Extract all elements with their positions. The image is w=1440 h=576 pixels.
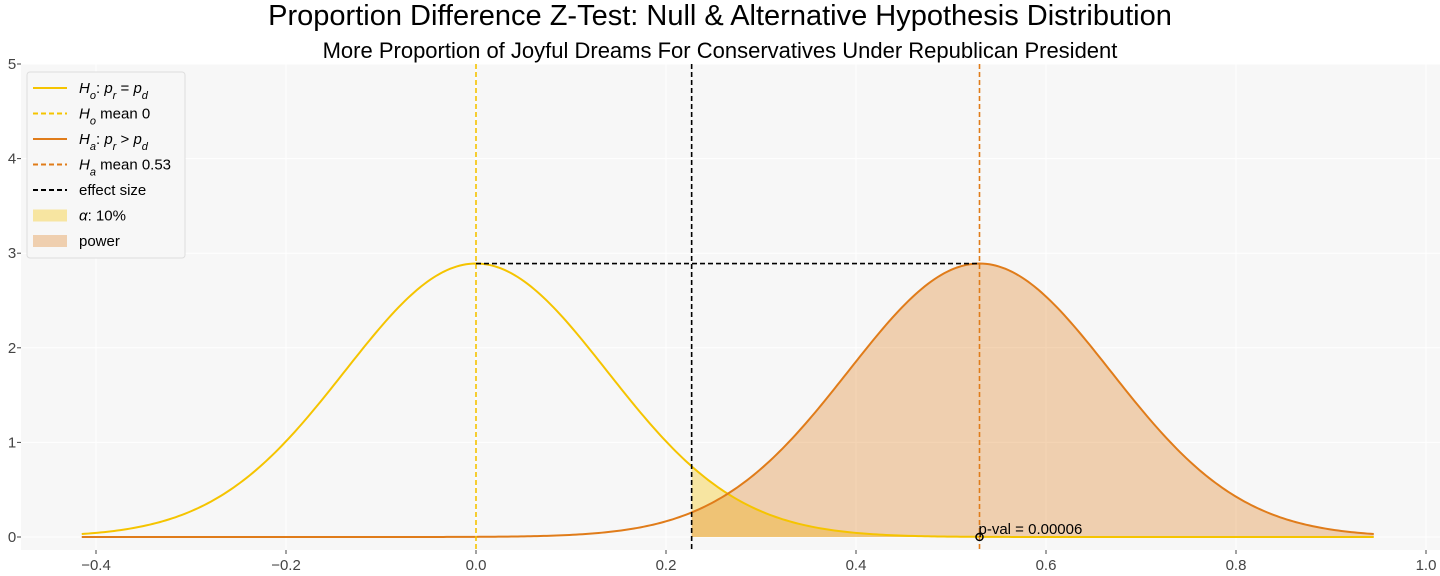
x-tick-label: 1.0 <box>1416 557 1437 574</box>
legend-label-part: a <box>90 141 96 153</box>
y-tick-label: 5 <box>8 56 16 73</box>
plot-background <box>21 64 1440 550</box>
legend-label-part: : 10% <box>88 208 126 225</box>
legend-label-part: α <box>79 208 88 225</box>
legend-label-part: p <box>132 80 141 97</box>
annotations: p-val = 0.00006 <box>975 521 1083 542</box>
legend-label-part: a <box>90 167 96 179</box>
legend-label: effect size <box>79 182 146 199</box>
legend-label-part: mean 0 <box>96 106 150 123</box>
legend-label-part: effect size <box>79 182 146 199</box>
y-tick-label: 3 <box>8 245 16 262</box>
legend-label-part: r <box>113 90 118 102</box>
legend-label-part: mean 0.53 <box>96 157 171 174</box>
x-tick-label: 0.8 <box>1226 557 1247 574</box>
legend-label: Ho mean 0 <box>79 106 150 128</box>
annotation-text: p-val = 0.00006 <box>979 521 1083 538</box>
legend-label-part: d <box>142 141 149 153</box>
chart-title: Proportion Difference Z-Test: Null & Alt… <box>268 0 1172 32</box>
legend-swatch-patch <box>33 209 67 222</box>
x-tick-label: 0.6 <box>1036 557 1057 574</box>
legend-label-part: H <box>79 106 90 123</box>
legend-label-part: p <box>103 80 112 97</box>
shaded-region-power <box>691 263 1374 537</box>
legend-label-part: o <box>90 90 96 102</box>
x-tick-label: 0.4 <box>846 557 867 574</box>
reference-lines <box>475 64 981 550</box>
y-tick-label: 0 <box>8 529 16 546</box>
y-tick-label: 4 <box>8 151 16 168</box>
legend-label-part: r <box>113 141 118 153</box>
y-tick-label: 1 <box>8 434 16 451</box>
y-tick-label: 2 <box>8 340 16 357</box>
shaded-region-alpha <box>691 466 1374 537</box>
axis-ticks: −0.4 −0.2 0.0 0.2 0.4 0.6 0.8 1.0 0 1 2 3 4 5 <box>8 56 1437 574</box>
series-lines <box>81 262 1374 538</box>
legend-label-part: H <box>79 80 90 97</box>
x-tick-label: 0.2 <box>656 557 677 574</box>
shaded-regions <box>691 263 1374 537</box>
legend-label-part: p <box>132 131 141 148</box>
legend-label: power <box>79 233 120 250</box>
legend-label-part: : <box>96 80 104 97</box>
legend-label-part: H <box>79 131 90 148</box>
legend-label-part: = <box>116 80 133 97</box>
x-tick-label: 0.0 <box>466 557 487 574</box>
legend-label-part: power <box>79 233 120 250</box>
legend-label: Ha mean 0.53 <box>79 157 171 179</box>
legend-label-part: > <box>116 131 133 148</box>
x-tick-label: −0.2 <box>271 557 301 574</box>
legend-label: Ho: pr = pd <box>79 80 149 102</box>
legend-label: α: 10% <box>79 208 126 225</box>
legend-label-part: d <box>142 90 149 102</box>
legend-swatch-patch <box>33 235 67 247</box>
legend-label-part: : <box>96 131 104 148</box>
legend-label-part: o <box>90 116 96 128</box>
series-line-alt <box>81 262 1374 538</box>
x-tick-label: −0.4 <box>81 557 111 574</box>
legend-label-part: H <box>79 157 90 174</box>
legend-box <box>26 71 186 259</box>
legend-label: Ha: pr > pd <box>79 131 149 153</box>
annotation-marker <box>975 532 984 542</box>
legend-label-part: p <box>103 131 112 148</box>
chart-subtitle: More Proportion of Joyful Dreams For Con… <box>322 38 1118 63</box>
